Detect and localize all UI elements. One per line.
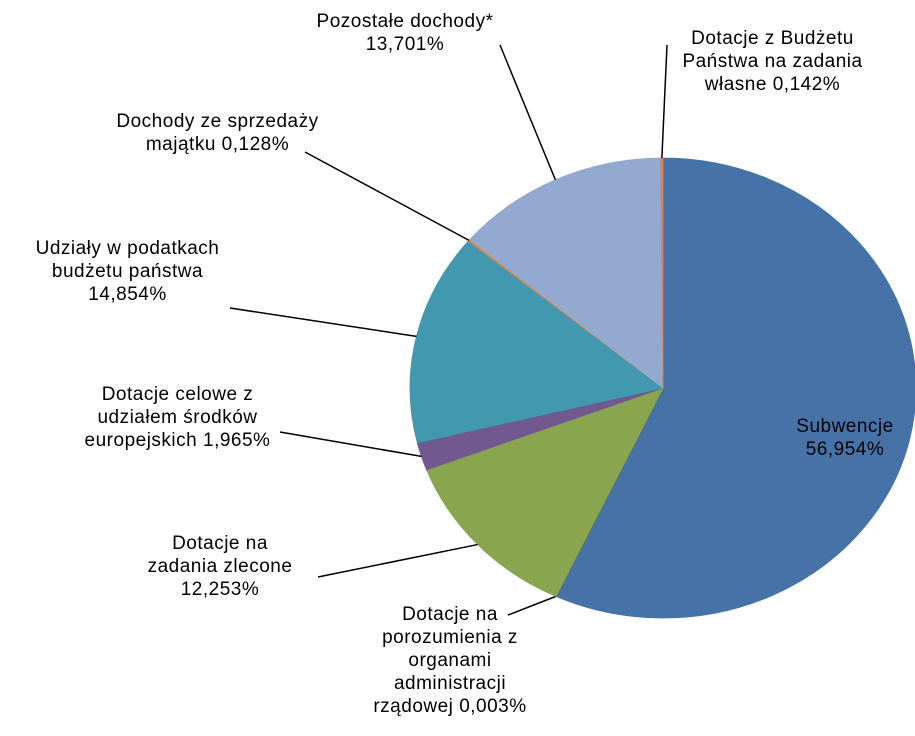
value-label: 56,954% [805,439,885,460]
slice-label: Udziały w podatkach budżetu państwa 14,8… [15,237,240,306]
value-label: 0,003% [459,696,527,717]
leader-line [279,431,422,458]
slice-label: Dotacje celowe z udziałem środków europe… [65,383,290,452]
leader-line [661,44,668,159]
pie-slice [469,157,664,389]
category-name: Udziały w podatkach budżetu państwa [35,238,220,282]
slice-label: Dochody ze sprzedaży majątku 0,128% [110,110,325,156]
category-name: Subwencje [796,416,894,437]
leader-line [317,543,478,578]
slice-label: Dotacje na zadania zlecone 12,253% [140,532,300,601]
value-label: 13,701% [365,34,445,55]
slice-label: Dotacje na porozumienia z organami admin… [355,603,545,718]
category-name: Dotacje z Budżetu Państwa na zadania wła… [682,28,863,95]
category-name: Dotacje celowe z udziałem środków europe… [84,384,258,451]
pie-slice [555,157,915,619]
leader-line [229,307,417,338]
leader-line [499,44,557,181]
pie-slice [426,387,664,597]
category-name: Pozostałe dochody* [316,11,494,32]
leader-line [304,151,470,242]
category-name: Dotacje na porozumienia z organami admin… [373,604,518,717]
value-label: 1,965% [203,430,271,451]
value-label: 14,854% [88,284,167,305]
leader-line [507,595,557,616]
category-name: Dotacje na zadania zlecone [147,533,293,577]
value-label: 0,142% [772,74,841,95]
category-name: Dochody ze sprzedaży majątku [116,111,319,155]
slice-label: Subwencje 56,954% [770,415,915,461]
value-label: 0,128% [221,134,290,155]
value-label: 12,253% [180,579,260,600]
slice-label: Pozostałe dochody* 13,701% [280,10,530,56]
slice-label: Dotacje z Budżetu Państwa na zadania wła… [655,27,890,96]
